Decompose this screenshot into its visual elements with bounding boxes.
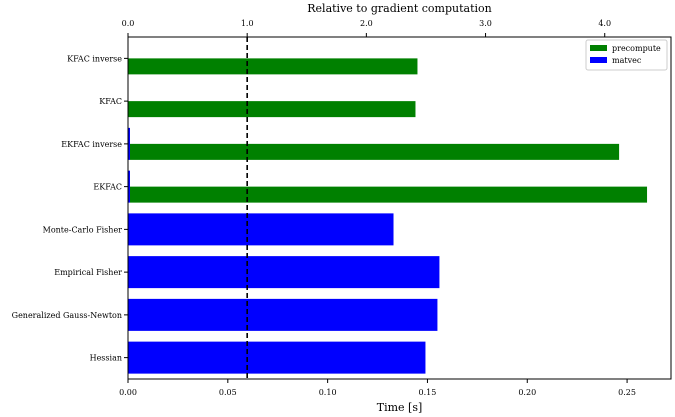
bar-precompute bbox=[129, 186, 648, 203]
bar-matvec bbox=[128, 298, 438, 331]
y-tick-label: Empirical Fisher bbox=[54, 268, 122, 277]
x-tick-label: 0.15 bbox=[419, 388, 437, 397]
bar-precompute bbox=[129, 143, 620, 160]
x-tick-label: 0.05 bbox=[219, 388, 237, 397]
top-tick-label: 3.0 bbox=[479, 19, 492, 28]
bar-matvec bbox=[128, 256, 440, 289]
x-axis-title: Time [s] bbox=[377, 401, 423, 414]
bar-matvec bbox=[128, 170, 130, 203]
top-axis-title: Relative to gradient computation bbox=[307, 2, 491, 15]
legend-label-matvec: matvec bbox=[612, 56, 642, 65]
legend-swatch-matvec bbox=[590, 57, 607, 63]
axes: Hessian Generalized Gauss-Newton Empirical… bbox=[12, 19, 636, 397]
y-tick-label: KFAC inverse bbox=[67, 54, 122, 63]
y-tick-label: Hessian bbox=[90, 354, 122, 363]
top-tick-label: 2.0 bbox=[360, 19, 373, 28]
legend-swatch-precompute bbox=[590, 45, 607, 51]
bar-precompute bbox=[128, 58, 418, 75]
top-tick-label: 1.0 bbox=[241, 19, 254, 28]
top-tick-label: 0.0 bbox=[122, 19, 135, 28]
y-tick-label: EKFAC bbox=[93, 183, 122, 192]
x-tick-label: 0.10 bbox=[319, 388, 337, 397]
bar-matvec bbox=[128, 341, 426, 374]
y-tick-label: Monte-Carlo Fisher bbox=[43, 225, 123, 234]
bar-matvec bbox=[128, 213, 394, 246]
y-tick-label: Generalized Gauss-Newton bbox=[12, 311, 122, 320]
y-tick-label: KFAC bbox=[99, 97, 122, 106]
legend: precompute matvec bbox=[585, 39, 668, 71]
bar-precompute bbox=[128, 101, 416, 118]
plot-frame bbox=[127, 36, 672, 380]
x-tick-label: 0.00 bbox=[119, 388, 137, 397]
x-tick-label: 0.25 bbox=[618, 388, 636, 397]
y-tick-label: EKFAC inverse bbox=[61, 140, 122, 149]
x-tick-label: 0.20 bbox=[518, 388, 536, 397]
bar-matvec bbox=[128, 127, 130, 160]
top-tick-label: 4.0 bbox=[598, 19, 611, 28]
plot-area bbox=[128, 37, 648, 379]
legend-label-precompute: precompute bbox=[612, 44, 661, 53]
